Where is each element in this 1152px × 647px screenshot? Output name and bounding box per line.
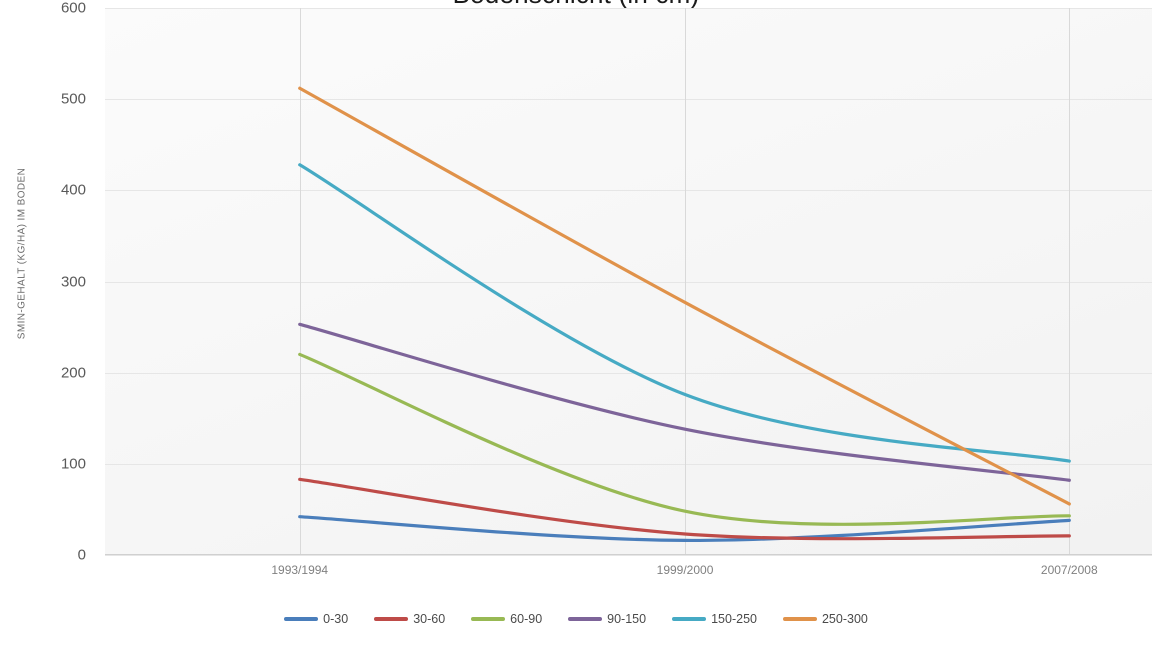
legend-label: 150-250 xyxy=(711,612,757,626)
legend-item[interactable]: 60-90 xyxy=(471,612,542,626)
legend-item[interactable]: 0-30 xyxy=(284,612,348,626)
legend-item[interactable]: 90-150 xyxy=(568,612,646,626)
gridline-horizontal xyxy=(105,281,1152,283)
gridline-horizontal xyxy=(105,463,1152,465)
gridline-horizontal xyxy=(105,555,1152,556)
y-tick-label: 100 xyxy=(60,455,86,473)
legend-swatch-icon xyxy=(374,617,409,621)
x-tick-label: 1993/1994 xyxy=(271,563,329,577)
y-tick-label: 600 xyxy=(60,0,86,17)
legend-label: 30-60 xyxy=(413,612,446,626)
y-tick-label: 0 xyxy=(77,546,86,564)
legend-swatch-icon xyxy=(471,617,506,621)
gridline-horizontal xyxy=(105,372,1152,374)
legend-swatch-icon xyxy=(568,617,603,621)
x-axis-baseline xyxy=(105,554,1152,555)
gridline-vertical xyxy=(1069,8,1071,555)
legend-label: 60-90 xyxy=(510,612,543,626)
y-tick-label: 200 xyxy=(60,364,86,382)
legend-swatch-icon xyxy=(672,617,707,621)
y-axis-title: SMIN-GEHALT (KG/HA) IM BODEN xyxy=(16,167,28,340)
gridline-horizontal xyxy=(105,99,1152,101)
y-tick-label: 400 xyxy=(60,181,86,199)
y-tick-label: 500 xyxy=(60,90,86,108)
legend-label: 250-300 xyxy=(821,612,868,626)
legend-item[interactable]: 150-250 xyxy=(672,612,757,626)
chart-title: Bodenschicht (in cm) xyxy=(0,0,1152,10)
gridline-horizontal xyxy=(105,190,1152,192)
x-tick-label: 1999/2000 xyxy=(656,563,714,577)
legend-label: 90-150 xyxy=(607,612,647,626)
legend-swatch-icon xyxy=(284,617,319,621)
legend-label: 0-30 xyxy=(323,612,349,626)
gridline-horizontal xyxy=(105,8,1152,9)
gridline-vertical xyxy=(299,8,301,555)
gridline-vertical xyxy=(685,8,687,555)
legend-swatch-icon xyxy=(782,617,817,621)
x-tick-label: 2007/2008 xyxy=(1040,563,1098,577)
legend-item[interactable]: 250-300 xyxy=(782,612,868,626)
chart-legend: 0-30 30-60 60-90 90-150 150-250 250-300 xyxy=(0,612,1152,626)
plot-area xyxy=(105,8,1152,556)
legend-item[interactable]: 30-60 xyxy=(374,612,445,626)
y-tick-label: 300 xyxy=(60,273,86,290)
